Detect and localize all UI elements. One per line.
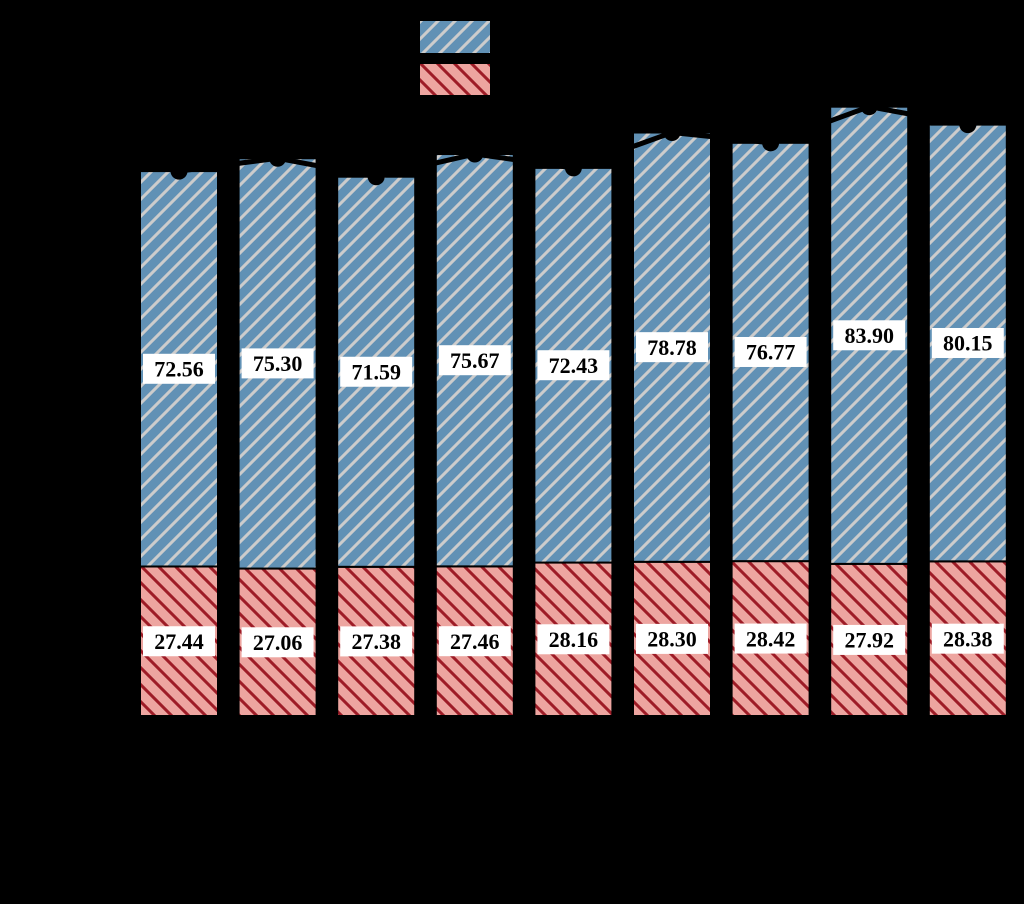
blue-value-label-6: 78.78 bbox=[647, 335, 697, 360]
red-value-label-9-box bbox=[931, 623, 1004, 654]
total-marker-8 bbox=[860, 98, 878, 116]
red-value-label-6-box bbox=[636, 623, 708, 654]
legend-swatch-red bbox=[418, 62, 492, 97]
blue-value-label-8: 83.90 bbox=[844, 323, 894, 348]
total-marker-4 bbox=[466, 145, 484, 163]
legend-swatch-blue bbox=[418, 19, 492, 55]
red-value-label-7-box bbox=[734, 623, 807, 654]
total-marker-7 bbox=[762, 134, 780, 152]
red-value-label-7: 28.42 bbox=[746, 626, 796, 651]
total-line-overlay bbox=[170, 98, 977, 186]
red-value-label-3-box bbox=[340, 626, 413, 657]
blue-value-label-3-box bbox=[340, 356, 413, 387]
blue-value-label-8-box bbox=[833, 320, 906, 351]
value-labels: 72.56 27.44 75.30 27.06 71.59 27.38 75.67 27.46… bbox=[143, 320, 1004, 658]
red-value-label-8: 27.92 bbox=[844, 628, 894, 653]
red-value-label-1: 27.44 bbox=[154, 629, 204, 654]
red-value-label-6: 28.30 bbox=[647, 627, 697, 652]
blue-value-label-2-box bbox=[241, 348, 314, 379]
red-value-label-2-box bbox=[241, 627, 314, 658]
blue-value-label-5-box bbox=[537, 350, 610, 381]
blue-value-label-4-box bbox=[438, 345, 511, 376]
total-marker-1 bbox=[170, 162, 188, 180]
blue-value-label-2: 75.30 bbox=[253, 351, 303, 376]
blue-value-label-1: 72.56 bbox=[154, 356, 204, 381]
blue-value-label-4: 75.67 bbox=[450, 348, 500, 373]
blue-value-label-9: 80.15 bbox=[943, 331, 993, 356]
legend bbox=[418, 19, 492, 97]
red-value-label-4: 27.46 bbox=[450, 629, 500, 654]
total-marker-6 bbox=[663, 124, 681, 142]
blue-value-label-6-box bbox=[636, 332, 708, 363]
red-value-label-4-box bbox=[438, 626, 511, 657]
red-value-label-8-box bbox=[833, 624, 906, 655]
blue-value-label-1-box bbox=[143, 353, 215, 384]
red-value-label-9: 28.38 bbox=[943, 626, 993, 651]
red-value-label-2: 27.06 bbox=[253, 630, 303, 655]
red-value-label-5: 28.16 bbox=[549, 627, 599, 652]
blue-value-label-9-box bbox=[931, 327, 1004, 358]
red-value-label-3: 27.38 bbox=[351, 629, 401, 654]
blue-value-label-5: 72.43 bbox=[549, 353, 599, 378]
total-marker-9 bbox=[959, 116, 977, 134]
blue-value-label-3: 71.59 bbox=[351, 359, 401, 384]
blue-value-label-7: 76.77 bbox=[746, 340, 796, 365]
total-marker-3 bbox=[367, 168, 385, 186]
red-value-label-1-box bbox=[143, 626, 215, 657]
total-marker-5 bbox=[564, 159, 582, 177]
total-marker-2 bbox=[269, 149, 287, 167]
red-value-label-5-box bbox=[537, 624, 610, 655]
blue-value-label-7-box bbox=[734, 336, 807, 367]
